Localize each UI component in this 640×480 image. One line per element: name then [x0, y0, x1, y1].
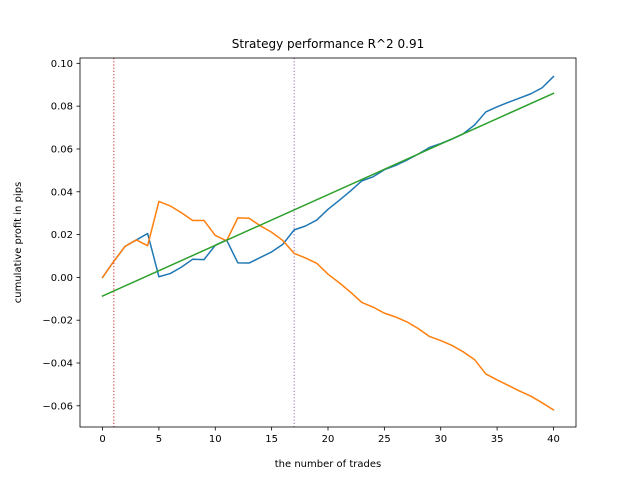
chart-marks	[101, 58, 555, 427]
y-tick-label: 0.10	[51, 59, 73, 70]
y-axis-ticks: −0.06 −0.04 −0.02 0.00 0.02 0.04 0.06 0.08 0.10	[42, 59, 80, 412]
x-tick-label: 40	[547, 434, 560, 445]
x-tick-label: 30	[434, 434, 447, 445]
y-tick-label: 0.08	[51, 102, 73, 113]
x-tick-label: 15	[265, 434, 278, 445]
y-tick-label: −0.04	[42, 359, 73, 370]
series-line-1	[101, 200, 555, 411]
x-axis-ticks: 0 5 10 15 20 25 30 35 40	[99, 427, 560, 445]
x-tick-label: 35	[491, 434, 504, 445]
y-tick-label: 0.06	[51, 144, 73, 155]
x-tick-label: 0	[99, 434, 105, 445]
y-tick-label: −0.06	[42, 401, 73, 412]
chart-title: Strategy performance R^2 0.91	[232, 37, 424, 51]
x-tick-label: 20	[322, 434, 335, 445]
x-tick-label: 5	[156, 434, 162, 445]
x-axis-label: the number of trades	[275, 459, 381, 470]
plot-area: 0 5 10 15 20 25 30 35 40 −0.06 −0.04 −0.02 0.00 0.02…	[42, 57, 577, 445]
y-axis-label: cumulative profit in pips	[13, 182, 24, 304]
series-line-2	[101, 92, 555, 298]
x-tick-label: 10	[209, 434, 222, 445]
y-tick-label: 0.00	[51, 273, 73, 284]
y-tick-label: 0.02	[51, 230, 73, 241]
x-tick-label: 25	[378, 434, 391, 445]
y-tick-label: 0.04	[51, 187, 73, 198]
y-tick-label: −0.02	[42, 316, 73, 327]
series-line-0	[101, 75, 555, 279]
